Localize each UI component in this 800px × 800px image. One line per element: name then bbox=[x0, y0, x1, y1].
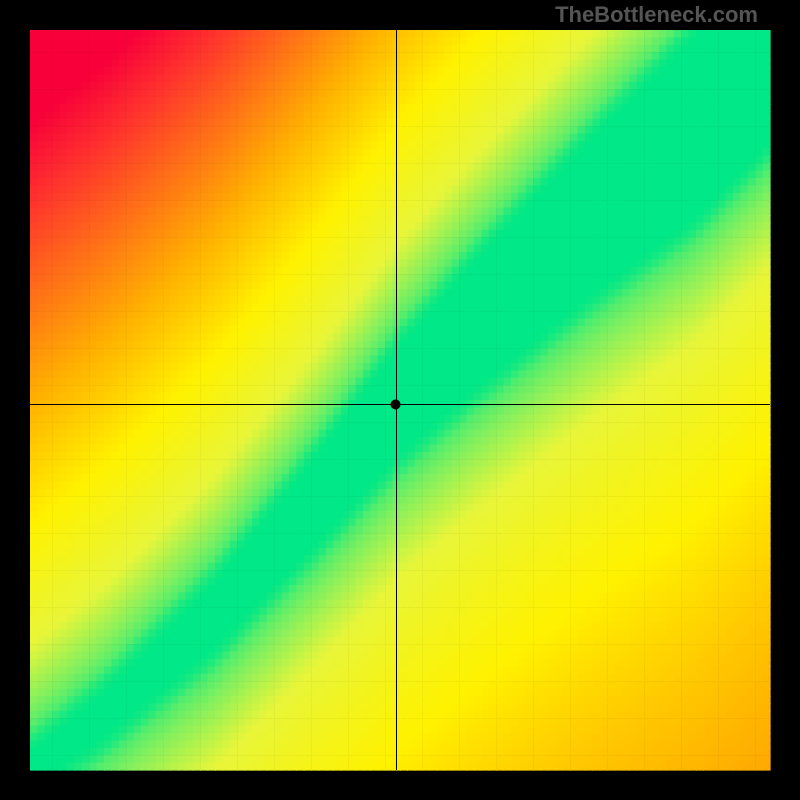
watermark-text: TheBottleneck.com bbox=[555, 2, 758, 28]
bottleneck-heatmap bbox=[0, 0, 800, 800]
